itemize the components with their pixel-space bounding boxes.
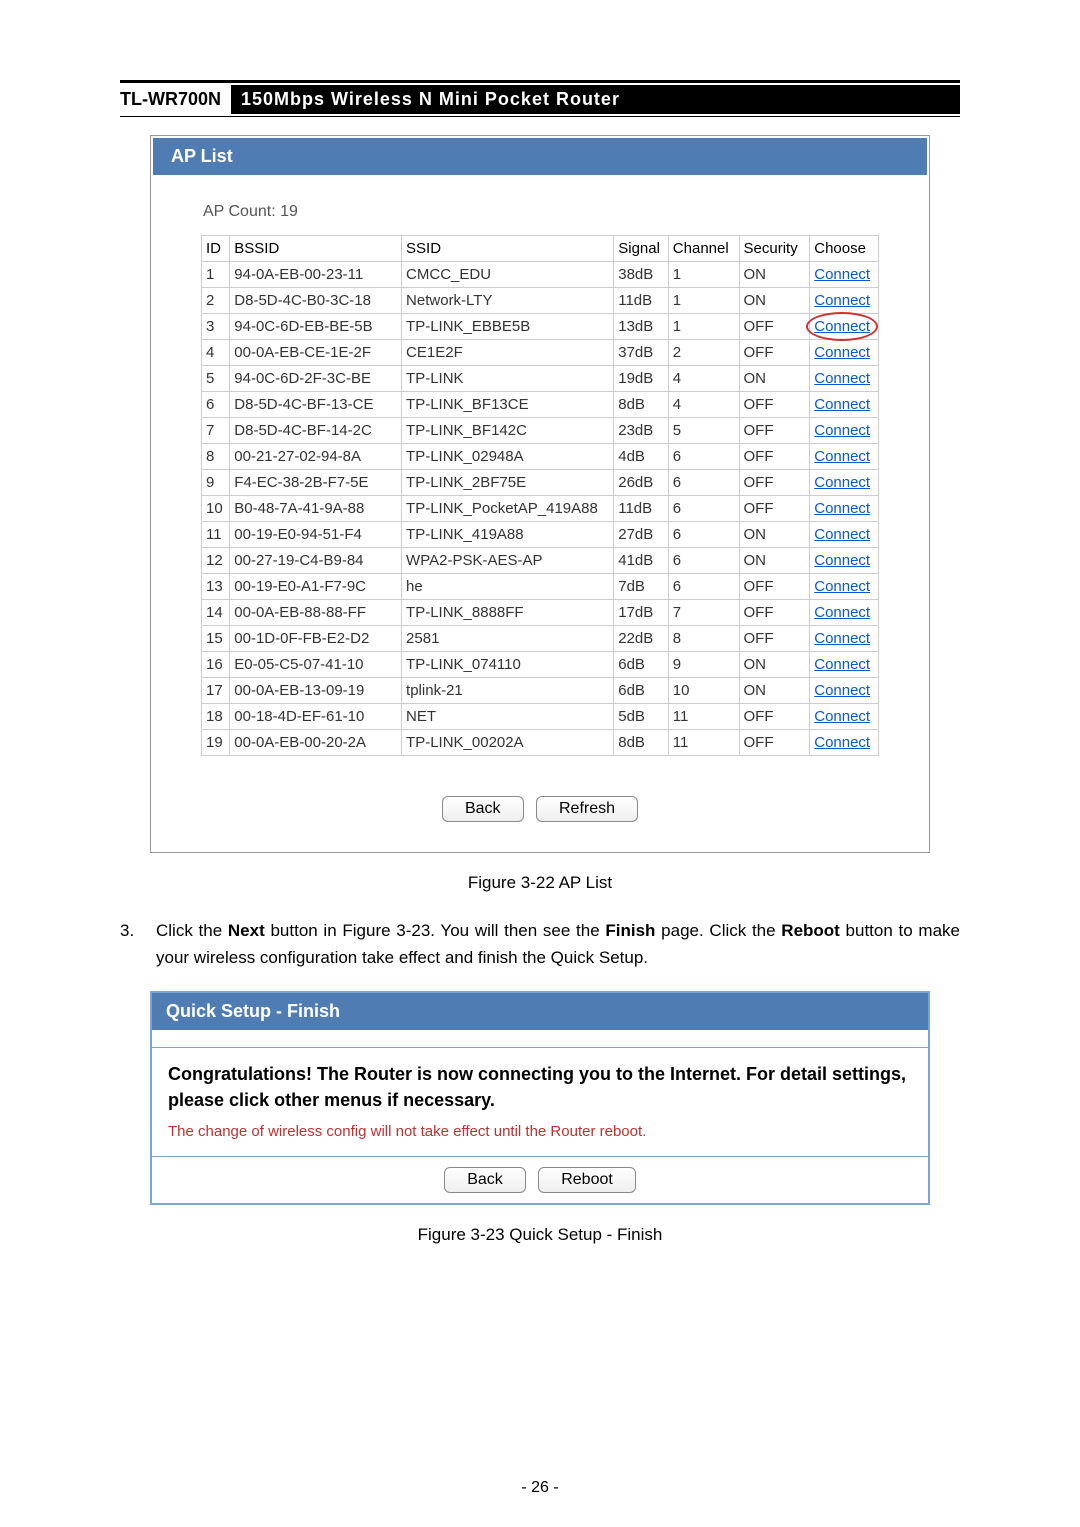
connect-link[interactable]: Connect [814, 526, 870, 543]
qs-back-button[interactable]: Back [444, 1167, 526, 1193]
connect-link[interactable]: Connect [814, 630, 870, 647]
connect-link[interactable]: Connect [814, 266, 870, 283]
col-id: ID [202, 236, 230, 262]
table-row: 9F4-EC-38-2B-F7-5ETP-LINK_2BF75E26dB6OFF… [202, 470, 879, 496]
table-row: 394-0C-6D-EB-BE-5BTP-LINK_EBBE5B13dB1OFF… [202, 314, 879, 340]
figure-caption-ap: Figure 3-22 AP List [120, 873, 960, 893]
ap-list-title: AP List [153, 138, 927, 175]
table-row: 2D8-5D-4C-B0-3C-18Network-LTY11dB1ONConn… [202, 288, 879, 314]
col-bssid: BSSID [230, 236, 402, 262]
table-row: 16E0-05-C5-07-41-10TP-LINK_0741106dB9ONC… [202, 652, 879, 678]
col-signal: Signal [614, 236, 669, 262]
ap-table: ID BSSID SSID Signal Channel Security Ch… [201, 235, 879, 756]
col-security: Security [739, 236, 810, 262]
congrats-text: Congratulations! The Router is now conne… [168, 1062, 912, 1112]
table-row: 400-0A-EB-CE-1E-2FCE1E2F37dB2OFFConnect [202, 340, 879, 366]
connect-link[interactable]: Connect [814, 474, 870, 491]
connect-link[interactable]: Connect [814, 552, 870, 569]
connect-link[interactable]: Connect [814, 656, 870, 673]
connect-link[interactable]: Connect [814, 708, 870, 725]
table-row: 594-0C-6D-2F-3C-BETP-LINK19dB4ONConnect [202, 366, 879, 392]
step-number: 3. [120, 917, 156, 971]
table-row: 7D8-5D-4C-BF-14-2CTP-LINK_BF142C23dB5OFF… [202, 418, 879, 444]
page-number: - 26 - [0, 1479, 1080, 1497]
connect-link[interactable]: Connect [814, 448, 870, 465]
model-desc: 150Mbps Wireless N Mini Pocket Router [231, 85, 960, 114]
refresh-button[interactable]: Refresh [536, 796, 638, 822]
back-button[interactable]: Back [442, 796, 524, 822]
table-row: 1200-27-19-C4-B9-84WPA2-PSK-AES-AP41dB6O… [202, 548, 879, 574]
table-row: 1400-0A-EB-88-88-FFTP-LINK_8888FF17dB7OF… [202, 600, 879, 626]
table-row: 6D8-5D-4C-BF-13-CETP-LINK_BF13CE8dB4OFFC… [202, 392, 879, 418]
table-row: 1800-18-4D-EF-61-10NET5dB11OFFConnect [202, 704, 879, 730]
table-row: 194-0A-EB-00-23-11CMCC_EDU38dB1ONConnect [202, 262, 879, 288]
ap-count: AP Count: 19 [201, 195, 879, 235]
connect-link[interactable]: Connect [814, 578, 870, 595]
figure-caption-qs: Figure 3-23 Quick Setup - Finish [120, 1225, 960, 1245]
model-label: TL-WR700N [120, 85, 231, 114]
col-ssid: SSID [402, 236, 614, 262]
table-row: 1300-19-E0-A1-F7-9Che7dB6OFFConnect [202, 574, 879, 600]
table-row: 1900-0A-EB-00-20-2ATP-LINK_00202A8dB11OF… [202, 730, 879, 756]
step-3: 3. Click the Next button in Figure 3-23.… [120, 917, 960, 971]
table-row: 1100-19-E0-94-51-F4TP-LINK_419A8827dB6ON… [202, 522, 879, 548]
connect-link[interactable]: Connect [814, 682, 870, 699]
table-row: 10B0-48-7A-41-9A-88TP-LINK_PocketAP_419A… [202, 496, 879, 522]
quick-setup-card: Quick Setup - Finish Congratulations! Th… [150, 991, 930, 1204]
qs-reboot-button[interactable]: Reboot [538, 1167, 636, 1193]
highlight-oval: Connect [814, 318, 870, 335]
col-channel: Channel [668, 236, 739, 262]
connect-link[interactable]: Connect [814, 344, 870, 361]
table-row: 800-21-27-02-94-8ATP-LINK_02948A4dB6OFFC… [202, 444, 879, 470]
step-body: Click the Next button in Figure 3-23. Yo… [156, 917, 960, 971]
connect-link[interactable]: Connect [814, 500, 870, 517]
connect-link[interactable]: Connect [814, 734, 870, 751]
table-row: 1700-0A-EB-13-09-19tplink-216dB10ONConne… [202, 678, 879, 704]
ap-table-header: ID BSSID SSID Signal Channel Security Ch… [202, 236, 879, 262]
connect-link[interactable]: Connect [814, 370, 870, 387]
col-choose: Choose [810, 236, 879, 262]
ap-list-card: AP List AP Count: 19 ID BSSID SSID Signa… [150, 135, 930, 853]
doc-header: TL-WR700N 150Mbps Wireless N Mini Pocket… [120, 85, 960, 114]
connect-link[interactable]: Connect [814, 604, 870, 621]
connect-link[interactable]: Connect [814, 422, 870, 439]
connect-link[interactable]: Connect [814, 318, 870, 335]
connect-link[interactable]: Connect [814, 292, 870, 309]
table-row: 1500-1D-0F-FB-E2-D2258122dB8OFFConnect [202, 626, 879, 652]
warn-text: The change of wireless config will not t… [168, 1123, 912, 1140]
quick-setup-title: Quick Setup - Finish [152, 993, 928, 1030]
connect-link[interactable]: Connect [814, 396, 870, 413]
